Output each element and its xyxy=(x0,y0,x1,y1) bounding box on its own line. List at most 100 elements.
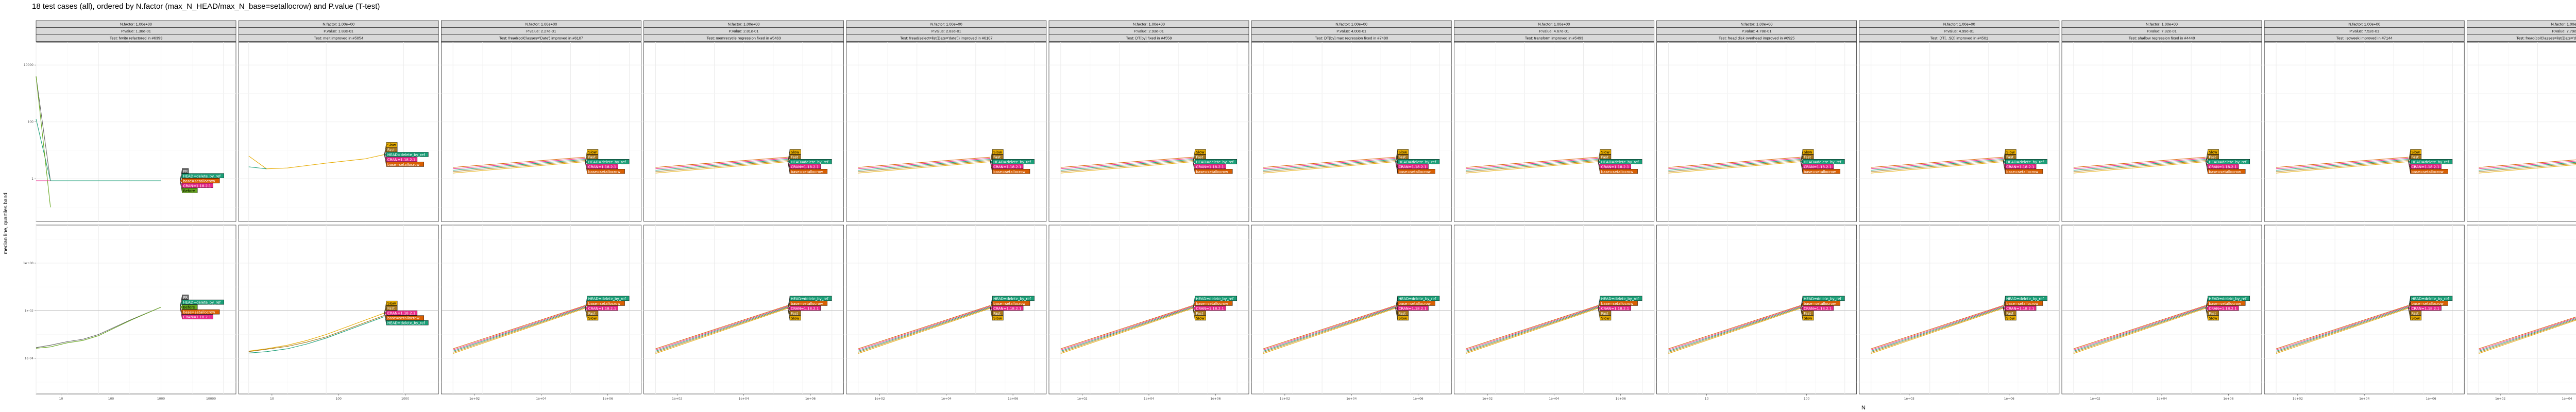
direct-label-box xyxy=(386,152,429,157)
direct-label-box xyxy=(1195,169,1233,174)
test-strip-label: Test: fread(colClasses='Date') improved … xyxy=(499,36,583,41)
direct-label: base=setallocrow xyxy=(183,179,215,183)
direct-label-box xyxy=(2005,305,2037,311)
direct-label: CRAN=1.18.2.1 xyxy=(387,158,415,162)
p-value-strip-label: P.value: 2.81e-01 xyxy=(729,29,759,33)
p-value-strip-label: P.value: 4.67e-01 xyxy=(1539,29,1569,33)
direct-label-box xyxy=(386,162,424,167)
direct-label-box xyxy=(2410,296,2453,301)
p-value-strip-label: P.value: 4.00e-01 xyxy=(1336,29,1366,33)
direct-label-box xyxy=(2410,301,2448,306)
direct-label-box xyxy=(1600,301,1638,306)
direct-label-box xyxy=(182,304,198,310)
test-strip xyxy=(643,34,844,42)
facet-panel-7: N.factor: 1.00e+00 P.value: 4.00e-01 Test:… xyxy=(1251,20,1452,401)
direct-label-box xyxy=(587,311,599,316)
facet-panel-4: N.factor: 1.00e+00 P.value: 2.81e-01 Test:… xyxy=(643,20,844,401)
direct-label-box xyxy=(386,310,418,316)
direct-label: PR xyxy=(183,169,188,174)
top-plot-area xyxy=(36,42,236,222)
n-factor-strip-label: N.factor: 1.00e+00 xyxy=(525,22,557,27)
p-value-strip-label: P.value: 7.52e-01 xyxy=(2349,29,2379,33)
direct-label-box xyxy=(2208,154,2219,159)
direct-label-box xyxy=(789,149,801,154)
n-factor-strip-label: N.factor: 1.00e+00 xyxy=(1133,22,1165,27)
series-line xyxy=(2073,161,2206,174)
series-line xyxy=(453,161,585,174)
x-tick-label: 1e+02 xyxy=(1280,397,1290,401)
direct-label-box xyxy=(2005,164,2037,169)
series-line xyxy=(1871,307,2004,353)
test-strip xyxy=(1859,34,2060,42)
p-value-strip-label: P.value: 4.78e-01 xyxy=(1742,29,1772,33)
direct-label: Fast xyxy=(1804,155,1811,159)
series-line xyxy=(655,306,788,351)
direct-label: Fast xyxy=(387,148,395,152)
series-line xyxy=(2073,307,2206,353)
n-factor-strip-label: N.factor: 1.00e+00 xyxy=(2348,22,2380,27)
series-line xyxy=(2073,160,2206,172)
direct-label-box xyxy=(182,295,189,300)
direct-label: CRAN=1.18.2.1 xyxy=(1601,165,1629,169)
direct-label: HEAD=delete_by_ref xyxy=(1196,160,1233,164)
p-value-strip-label: P.value: 7.79e-01 xyxy=(2552,29,2576,33)
series-line xyxy=(1668,160,1801,172)
test-strip-label: Test: shallow regression fixed in #4440 xyxy=(2129,36,2195,41)
series-line xyxy=(858,160,991,172)
direct-label: Fast xyxy=(2412,312,2419,316)
direct-label: Fast xyxy=(1196,155,1203,159)
direct-label-box xyxy=(1600,154,1612,159)
direct-label: CRAN=1.18.2.1 xyxy=(2209,165,2236,169)
direct-label-box xyxy=(1397,301,1435,306)
direct-label-box xyxy=(1397,149,1409,154)
direct-label: HEAD=delete_by_ref xyxy=(387,321,425,325)
direct-label-box xyxy=(2005,169,2043,174)
direct-label: Fast xyxy=(993,312,1001,316)
x-tick-label: 1e+04 xyxy=(1144,397,1154,401)
direct-label: base=setallocrow xyxy=(2209,302,2241,306)
direct-label: base=setallocrow xyxy=(2412,302,2444,306)
series-line xyxy=(2276,308,2409,354)
series-line xyxy=(1263,159,1396,171)
top-plot-area xyxy=(2466,42,2576,222)
series-line xyxy=(1466,158,1598,169)
direct-label-box xyxy=(1397,305,1429,311)
facet-panel-9: N.factor: 1.00e+00 P.value: 4.78e-01 Test:… xyxy=(1656,20,1857,401)
direct-label: HEAD=delete_by_ref xyxy=(1196,297,1233,301)
series-line-slow xyxy=(248,313,385,352)
n-factor-strip-label: N.factor: 1.00e+00 xyxy=(120,22,152,27)
direct-label-box xyxy=(992,301,1030,306)
p-value-strip-label: P.value: 2.93e-01 xyxy=(1134,29,1164,33)
direct-label-box xyxy=(2410,305,2442,311)
direct-label-box xyxy=(2208,169,2246,174)
x-tick-label: 1e+02 xyxy=(2495,397,2505,401)
direct-label-box xyxy=(386,147,398,152)
series-line xyxy=(1263,158,1396,169)
direct-label: HEAD=delete_by_ref xyxy=(588,160,626,164)
direct-label: Slow xyxy=(387,143,396,147)
series-line xyxy=(1668,161,1801,174)
test-strip xyxy=(1656,34,1857,42)
y-tick-label: 1e-02 xyxy=(25,309,33,313)
direct-label: Fast xyxy=(791,312,798,316)
series-line xyxy=(1466,307,1598,353)
facet-panel-5: N.factor: 1.00e+00 P.value: 2.83e-01 Test:… xyxy=(846,20,1047,401)
direct-label: base=setallocrow xyxy=(2006,302,2039,306)
direct-label: CRAN=1.18.2.1 xyxy=(1399,165,1427,169)
direct-label: CRAN=1.18.2.1 xyxy=(1196,165,1224,169)
direct-label-box xyxy=(1802,296,1845,301)
series-line xyxy=(1668,159,1801,171)
facet-panel-3: N.factor: 1.00e+00 P.value: 2.27e-01 Test:… xyxy=(441,20,641,401)
direct-label: Fast xyxy=(588,312,596,316)
direct-label-box xyxy=(789,164,821,169)
direct-label-box xyxy=(587,149,599,154)
series-line xyxy=(2073,306,2206,351)
test-strip-label: Test: fread disk overhead improved in #6… xyxy=(1719,36,1795,41)
direct-label: base=setallocrow xyxy=(1196,302,1228,306)
series-line xyxy=(1871,305,2004,349)
direct-label: Fast xyxy=(1804,312,1811,316)
direct-label-box xyxy=(587,296,630,301)
direct-label: HEAD=delete_by_ref xyxy=(1804,160,1841,164)
direct-label: CRAN=1.18.2.1 xyxy=(2209,306,2236,311)
series-line xyxy=(453,307,585,353)
